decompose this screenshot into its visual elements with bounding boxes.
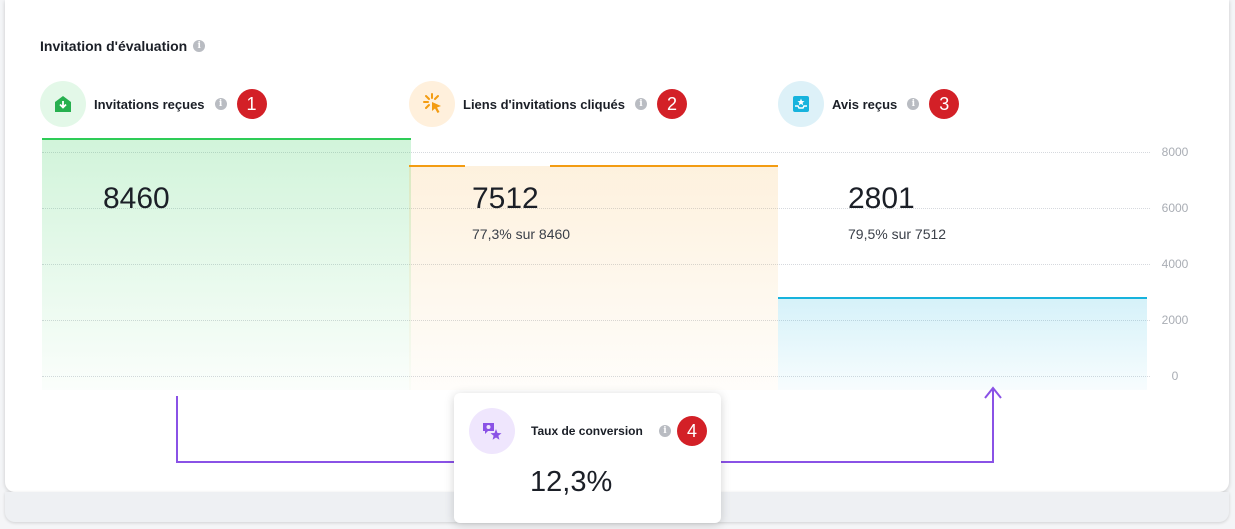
gridline bbox=[42, 264, 1150, 265]
stage-value-1: 8460 bbox=[103, 182, 170, 215]
stage-header-reviews: Avis reçus i 3 bbox=[778, 80, 960, 128]
y-axis-tick: 6000 bbox=[1161, 201, 1189, 215]
step-badge-2: 2 bbox=[657, 89, 688, 119]
stage-label-received: Invitations reçues bbox=[94, 96, 205, 112]
step-badge-1: 1 bbox=[236, 89, 267, 119]
conversion-value: 12,3% bbox=[530, 466, 613, 498]
funnel-line-3 bbox=[778, 296, 1147, 299]
stage-value-3: 2801 bbox=[848, 182, 915, 215]
gridline bbox=[42, 208, 1150, 209]
info-icon[interactable]: i bbox=[659, 425, 671, 437]
gridline bbox=[42, 152, 1150, 153]
info-icon[interactable]: i bbox=[907, 98, 920, 110]
step-badge-4: 4 bbox=[677, 416, 707, 446]
envelope-down-icon bbox=[40, 81, 86, 127]
section-title: Invitation d'évaluation i bbox=[40, 38, 206, 54]
click-cursor-icon bbox=[409, 81, 455, 127]
funnel-area-3 bbox=[778, 297, 1147, 390]
y-axis-tick: 8000 bbox=[1161, 145, 1189, 159]
y-axis-tick: 2000 bbox=[1161, 313, 1189, 327]
y-axis-tick: 0 bbox=[1171, 369, 1179, 383]
funnel-line-1 bbox=[42, 138, 411, 141]
funnel-line-2b bbox=[550, 164, 778, 167]
info-icon[interactable]: i bbox=[635, 98, 648, 110]
stage-rate-3: 79,5% sur 7512 bbox=[848, 226, 947, 242]
y-axis-tick: 4000 bbox=[1161, 257, 1189, 271]
stage-header-clicked: Liens d'invitations cliqués i 2 bbox=[409, 80, 688, 128]
step-badge-3: 3 bbox=[929, 89, 960, 119]
stage-value-2: 7512 bbox=[472, 182, 539, 215]
conversion-star-icon bbox=[469, 408, 515, 454]
stage-rate-2: 77,3% sur 8460 bbox=[472, 226, 571, 242]
stage-label-clicked: Liens d'invitations cliqués bbox=[463, 96, 626, 112]
gridline bbox=[42, 320, 1150, 321]
review-inbox-icon bbox=[778, 81, 824, 127]
stage-label-reviews: Avis reçus bbox=[832, 96, 898, 112]
conversion-card: Taux de conversion i 4 12,3% bbox=[454, 393, 721, 523]
funnel-area-1 bbox=[42, 139, 411, 390]
info-icon[interactable]: i bbox=[214, 98, 227, 110]
conversion-label: Taux de conversion bbox=[531, 424, 643, 438]
info-icon[interactable]: i bbox=[193, 40, 206, 53]
gridline bbox=[42, 376, 1150, 377]
stage-header-received: Invitations reçues i 1 bbox=[40, 80, 267, 128]
funnel-line-2a bbox=[409, 164, 465, 167]
funnel-area-2 bbox=[409, 165, 778, 390]
